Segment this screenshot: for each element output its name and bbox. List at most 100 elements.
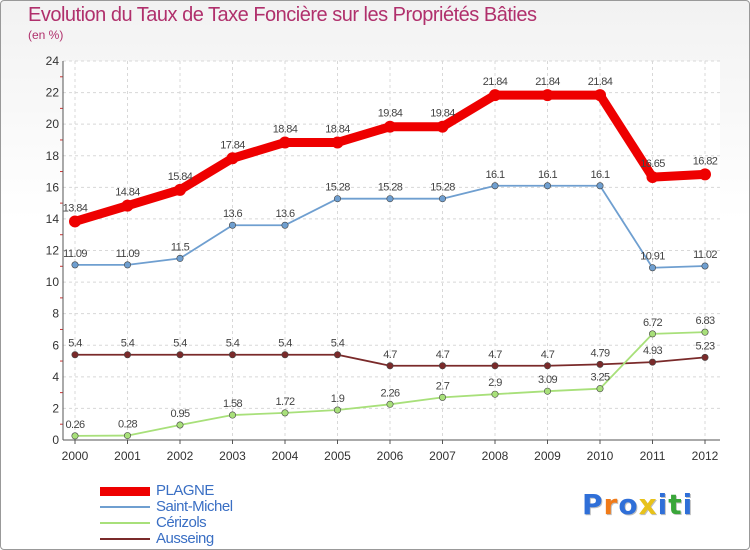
proxiti-logo: Proxiti [582, 488, 693, 521]
data-point [124, 432, 132, 440]
y-tick-label: 22 [46, 86, 60, 100]
data-point [543, 182, 551, 190]
data-point [436, 120, 449, 133]
data-label: 4.79 [590, 347, 609, 359]
data-point [386, 362, 394, 370]
data-point [71, 261, 79, 269]
x-tick-label: 2009 [534, 449, 561, 463]
data-point [71, 351, 79, 359]
legend-label: Ausseing [156, 530, 214, 547]
data-label: 3.09 [538, 374, 557, 386]
y-tick-label: 4 [52, 370, 59, 384]
data-label: 4.7 [541, 349, 555, 361]
data-point [176, 351, 184, 359]
data-label: 11.09 [116, 248, 140, 260]
x-tick-label: 2006 [377, 449, 404, 463]
y-tick-label: 24 [46, 54, 60, 68]
data-label: 15.84 [168, 171, 193, 183]
data-label: 5.4 [331, 338, 345, 350]
data-label: 13.84 [63, 202, 88, 214]
data-label: 15.28 [378, 182, 403, 194]
x-tick-label: 2008 [482, 449, 509, 463]
legend-label: Cérizols [156, 514, 207, 531]
data-point [699, 168, 711, 181]
data-point [386, 195, 394, 203]
data-point [124, 261, 132, 269]
data-label: 19.84 [378, 108, 403, 120]
data-label: 5.4 [68, 338, 82, 350]
data-point [543, 362, 551, 370]
data-label: 0.26 [65, 419, 84, 431]
data-label: 21.84 [535, 76, 560, 88]
data-label: 11.09 [63, 248, 87, 260]
data-label: 13.6 [223, 208, 242, 220]
data-label: 4.93 [643, 345, 662, 357]
data-label: 1.58 [223, 398, 242, 410]
y-tick-label: 0 [52, 433, 59, 447]
legend-label: PLAGNE [156, 482, 214, 499]
y-tick-label: 16 [46, 180, 60, 194]
data-label: 16.82 [693, 155, 718, 167]
data-point [438, 195, 446, 203]
chart-title: Evolution du Taux de Taxe Foncière sur l… [28, 4, 537, 26]
data-point [648, 330, 656, 338]
x-tick-label: 2001 [114, 449, 141, 463]
data-label: 3.25 [590, 372, 609, 384]
legend-item: Cérizols [100, 515, 233, 531]
legend-label: Saint-Michel [156, 498, 233, 515]
data-label: 19.84 [430, 108, 455, 120]
data-point [121, 199, 134, 212]
data-point [594, 89, 606, 102]
data-label: 0.95 [170, 408, 189, 420]
data-label: 2.9 [488, 377, 502, 389]
data-point [333, 406, 341, 414]
data-point [491, 182, 499, 190]
data-label: 13.6 [275, 208, 294, 220]
data-label: 18.84 [273, 123, 298, 135]
data-point [69, 215, 81, 228]
data-point [279, 136, 291, 149]
logo-letter: P [582, 488, 604, 521]
data-label: 2.26 [380, 387, 399, 399]
data-point [281, 409, 289, 417]
data-label: 2.7 [436, 380, 450, 392]
data-point [333, 351, 341, 359]
data-label: 11.02 [693, 249, 717, 261]
data-point [229, 351, 237, 359]
data-point [281, 221, 289, 229]
data-label: 5.4 [173, 338, 187, 350]
data-label: 16.1 [590, 169, 609, 181]
data-label: 14.84 [115, 187, 140, 199]
data-point [646, 171, 659, 184]
y-tick-label: 14 [46, 212, 60, 226]
data-point [438, 393, 446, 401]
data-point [174, 183, 186, 196]
y-tick-label: 18 [46, 149, 60, 163]
data-label: 1.72 [275, 396, 294, 408]
x-tick-label: 2002 [167, 449, 194, 463]
y-tick-label: 10 [46, 275, 60, 289]
data-point [384, 120, 396, 133]
data-label: 5.4 [121, 338, 135, 350]
data-point [176, 421, 184, 429]
data-label: 16.1 [485, 169, 504, 181]
data-label: 5.4 [278, 338, 292, 350]
data-label: 6.72 [643, 317, 662, 329]
data-point [491, 390, 499, 398]
data-point [386, 400, 394, 408]
data-point [541, 89, 554, 102]
legend-swatch [100, 506, 150, 508]
x-tick-label: 2012 [692, 449, 719, 463]
data-point [648, 358, 656, 366]
data-label: 5.4 [226, 338, 240, 350]
data-point [701, 353, 709, 361]
data-label: 15.28 [430, 182, 455, 194]
data-point [124, 351, 132, 359]
data-label: 10.91 [640, 251, 665, 263]
legend-item: PLAGNE [100, 483, 233, 499]
logo-letter: t [668, 488, 683, 521]
data-point [229, 221, 237, 229]
data-label: 4.7 [383, 349, 397, 361]
data-point [491, 362, 499, 370]
x-tick-label: 2010 [587, 449, 614, 463]
